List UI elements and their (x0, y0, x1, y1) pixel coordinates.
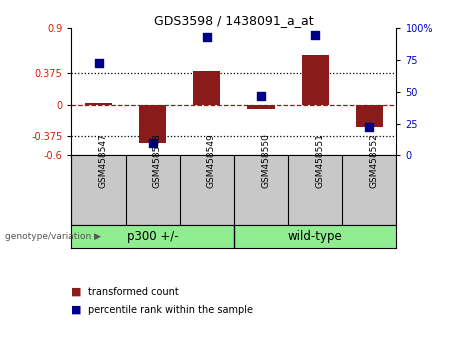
Text: GSM458548: GSM458548 (153, 133, 162, 188)
Text: transformed count: transformed count (88, 287, 178, 297)
Point (257, 93, 265, 98)
Bar (85, 103, 112, 104)
Text: ■: ■ (71, 305, 85, 315)
Text: GSM458549: GSM458549 (207, 133, 216, 188)
Bar (193, 71, 220, 104)
Text: genotype/variation ▶: genotype/variation ▶ (5, 232, 100, 241)
Text: wild-type: wild-type (288, 230, 343, 243)
Point (366, 125, 373, 130)
Bar (139, 104, 166, 143)
Text: GSM458552: GSM458552 (369, 133, 378, 188)
Bar (356, 104, 383, 127)
Point (95, 60, 102, 65)
Bar (248, 104, 275, 109)
Bar (301, 56, 329, 104)
Text: GSM458550: GSM458550 (261, 133, 270, 188)
Text: p300 +/-: p300 +/- (127, 230, 178, 243)
Text: ■: ■ (71, 287, 85, 297)
Point (149, 140, 156, 145)
Text: GSM458547: GSM458547 (99, 133, 107, 188)
Title: GDS3598 / 1438091_a_at: GDS3598 / 1438091_a_at (154, 14, 314, 27)
Point (203, 34, 211, 40)
Text: percentile rank within the sample: percentile rank within the sample (88, 305, 253, 315)
Text: GSM458551: GSM458551 (315, 133, 324, 188)
Point (312, 32, 319, 38)
